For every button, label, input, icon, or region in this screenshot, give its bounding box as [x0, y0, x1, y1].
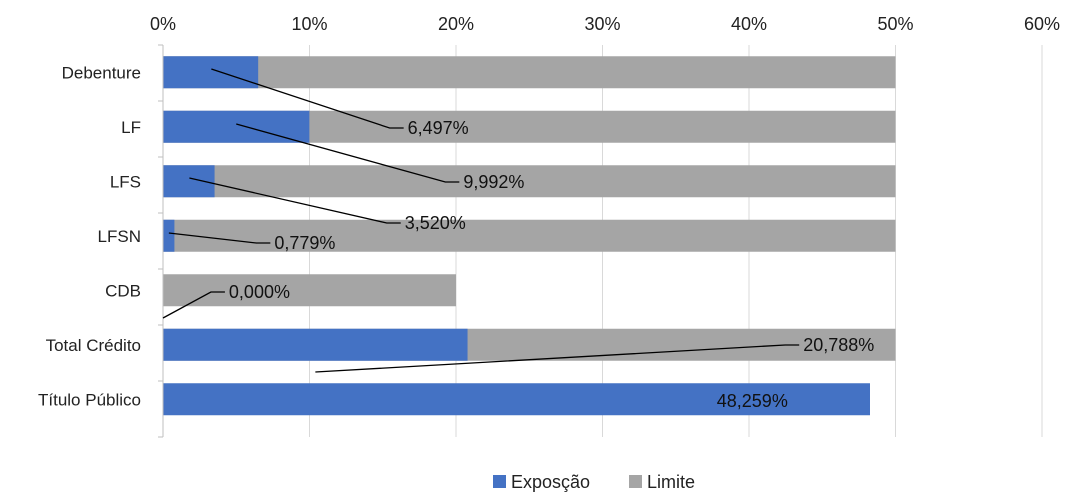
leader-line [168, 232, 271, 244]
legend-label: Exposção [511, 472, 590, 492]
x-tick-label: 40% [731, 14, 767, 34]
legend: Exposção Limite [493, 472, 695, 492]
leader-line [189, 177, 401, 224]
exposicao-bars [163, 56, 870, 416]
limite-bars [163, 56, 896, 361]
data-label: 48,259% [717, 391, 788, 411]
data-label: 0,779% [274, 233, 335, 253]
x-tick-label: 30% [584, 14, 620, 34]
data-label: 6,497% [408, 118, 469, 138]
x-tick-labels: 0% 10% 20% 30% 40% 50% 60% [150, 14, 1060, 34]
exposicao-bar [163, 165, 215, 198]
leader-line [236, 123, 460, 183]
category-label: CDB [105, 281, 141, 300]
x-tick-label: 50% [877, 14, 913, 34]
data-label: 9,992% [463, 172, 524, 192]
category-label: LF [121, 118, 141, 137]
category-axis [158, 44, 164, 438]
exposicao-bar [163, 219, 175, 252]
x-tick-label: 60% [1024, 14, 1060, 34]
x-tick-label: 10% [291, 14, 327, 34]
leader-line [315, 344, 800, 373]
category-label: Debenture [62, 63, 141, 82]
x-tick-label: 20% [438, 14, 474, 34]
data-label: 3,520% [405, 213, 466, 233]
limite-bar [163, 56, 896, 89]
category-label: Total Crédito [46, 336, 141, 355]
data-label: 20,788% [803, 335, 874, 355]
data-labels: 6,497% 9,992% 3,520% 0,779% 0,000% 20,788% 48,… [162, 68, 874, 411]
exposicao-bar [163, 56, 259, 89]
limite-bar [163, 219, 896, 252]
exposicao-bar [163, 328, 468, 361]
legend-swatch [629, 475, 642, 488]
category-label: LFS [110, 172, 141, 191]
data-label: 0,000% [229, 282, 290, 302]
limite-bar [163, 165, 896, 198]
category-label: LFSN [98, 227, 141, 246]
legend-label: Limite [647, 472, 695, 492]
legend-swatch [493, 475, 506, 488]
category-label: Título Público [38, 390, 141, 409]
limite-bar [163, 274, 456, 307]
category-labels: Debenture LF LFS LFSN CDB Total Crédito Título… [38, 63, 141, 409]
leader-line [211, 68, 404, 129]
exposicao-bar [163, 383, 870, 416]
x-tick-label: 0% [150, 14, 176, 34]
leader-line [162, 291, 225, 319]
